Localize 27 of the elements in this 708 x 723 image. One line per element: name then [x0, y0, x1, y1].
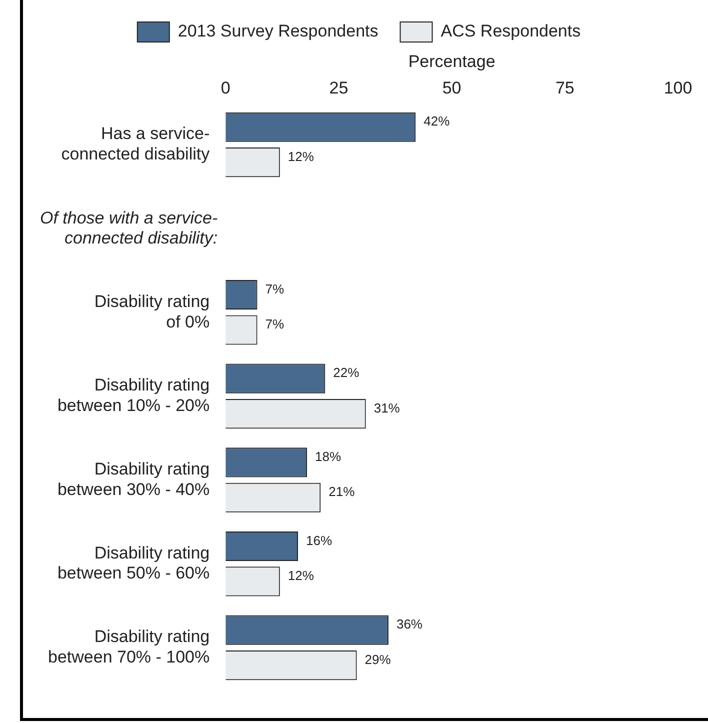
x-tick-label: 0	[220, 78, 230, 98]
x-tick-label: 50	[442, 78, 462, 98]
x-tick-label: 75	[555, 78, 574, 98]
x-axis-title: Percentage	[408, 52, 496, 71]
data-label: 31%	[374, 400, 400, 416]
y-tick-label: Disability rating between 10% - 20%	[57, 376, 210, 416]
y-tick-label: Disability rating between 70% - 100%	[48, 627, 210, 667]
data-label: 42%	[424, 114, 450, 129]
x-tick-label: 100	[664, 78, 692, 98]
data-label: 21%	[328, 484, 356, 500]
data-label: 7%	[265, 281, 285, 296]
data-label: 36%	[396, 616, 423, 632]
data-label: 12%	[288, 148, 314, 164]
data-label: 29%	[364, 652, 392, 667]
data-label: 12%	[288, 568, 314, 584]
y-tick-label: Disability rating between 30% - 40%	[57, 460, 210, 499]
data-label: 18%	[315, 449, 342, 464]
y-tick-label: Has a service- connected disability	[61, 124, 210, 164]
x-tick-label: 25	[329, 78, 348, 98]
data-label: 7%	[265, 316, 285, 332]
y-tick-label: Disability rating between 50% - 60%	[57, 543, 210, 583]
data-label: 22%	[333, 365, 360, 380]
y-tick-label: Disability rating of 0%	[94, 292, 210, 332]
data-label: 16%	[306, 532, 332, 548]
text: Of those with a service- connected disability:	[40, 208, 218, 248]
legend-label: ACS Respondents	[440, 22, 581, 41]
legend-label: 2013 Survey Respondents	[178, 22, 378, 41]
